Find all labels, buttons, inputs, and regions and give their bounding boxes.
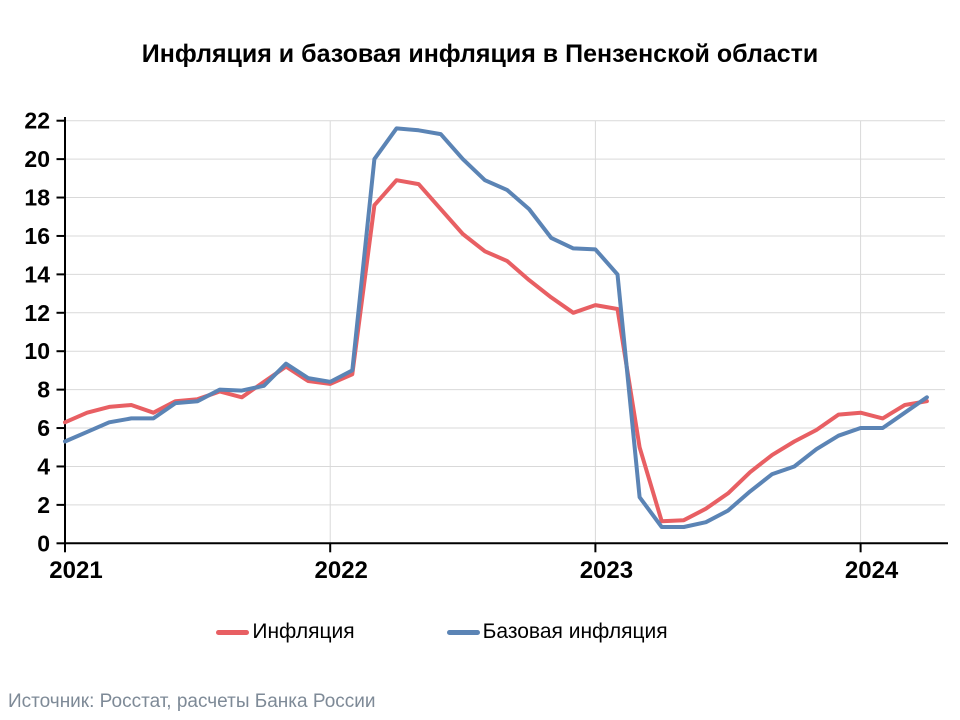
legend-item-inflation: Инфляция — [216, 620, 355, 644]
core-inflation-line — [63, 126, 929, 529]
y-axis-label: 4 — [37, 453, 50, 479]
y-axis-label: 6 — [37, 415, 50, 441]
y-axis-label: 18 — [24, 185, 50, 211]
y-axis-label: 14 — [24, 261, 50, 287]
legend-item-core-inflation: Базовая инфляция — [446, 620, 668, 644]
y-axis-label: 0 — [37, 530, 50, 556]
y-axis-label: 10 — [24, 338, 50, 364]
legend-label-inflation: Инфляция — [252, 620, 355, 643]
source-note: Источник: Росстат, расчеты Банка России — [8, 691, 376, 712]
core-inflation-line-swatch-icon — [446, 629, 480, 635]
inflation-line — [63, 178, 929, 524]
y-axis-label: 16 — [24, 223, 50, 249]
y-axis-label: 20 — [24, 146, 50, 172]
y-axis-label: 12 — [24, 300, 50, 326]
inflation-line-swatch-icon — [216, 629, 250, 635]
chart-legend: Инфляция Базовая инфляция — [0, 620, 922, 644]
legend-label-core-inflation: Базовая инфляция — [482, 620, 668, 643]
y-axis-label: 2 — [37, 492, 50, 518]
x-axis-label: 2023 — [580, 557, 633, 584]
x-axis-label: 2024 — [845, 557, 899, 584]
y-axis-label: 22 — [24, 108, 50, 134]
x-axis-label: 2021 — [49, 557, 102, 584]
x-axis-label: 2022 — [315, 557, 368, 584]
y-axis-label: 8 — [37, 377, 50, 403]
chart-title: Инфляция и базовая инфляция в Пензенской… — [141, 40, 819, 68]
